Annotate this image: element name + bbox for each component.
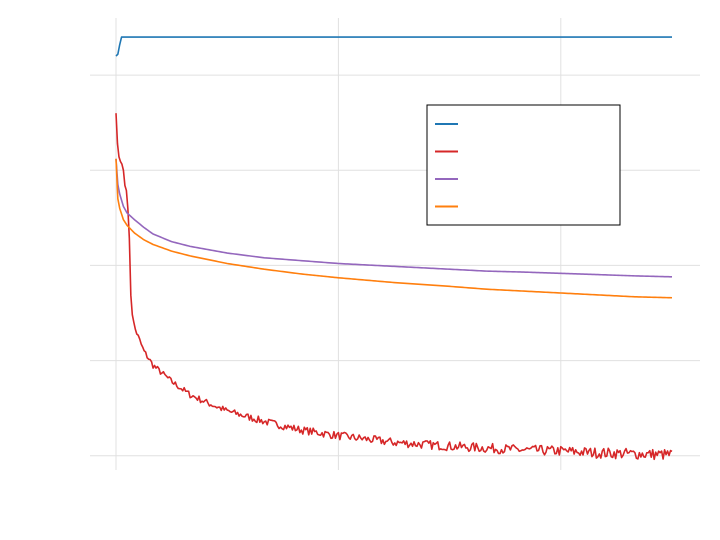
legend: [426, 104, 621, 226]
series-line-1: [115, 113, 673, 461]
series-lines: [115, 36, 673, 461]
series-line-0: [115, 36, 672, 57]
series-line-3: [115, 158, 673, 299]
grid: [90, 18, 700, 470]
legend-box: [426, 104, 621, 226]
series-line-2: [115, 158, 673, 278]
